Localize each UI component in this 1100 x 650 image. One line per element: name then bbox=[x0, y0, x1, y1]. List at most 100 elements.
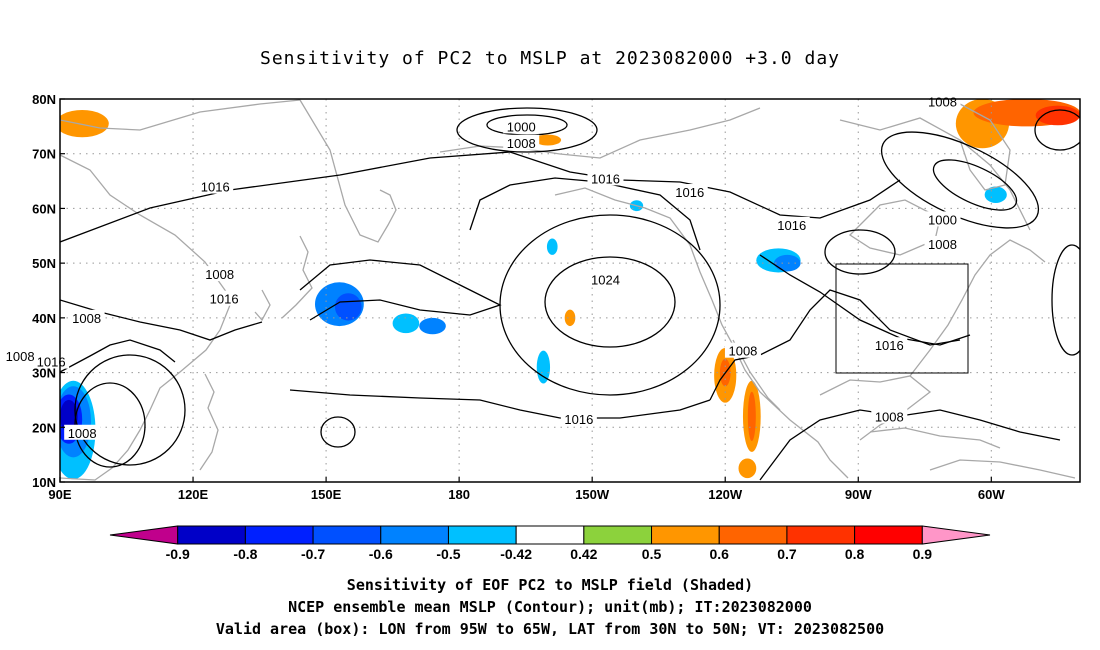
contour-label-bg bbox=[924, 93, 961, 109]
contour-label: 1008 bbox=[72, 311, 101, 326]
coast-alaska-south bbox=[554, 187, 713, 301]
contour-1008-pacific-west bbox=[320, 416, 356, 448]
lat-tick-label: 80N bbox=[32, 92, 56, 107]
contour-label-bg bbox=[64, 424, 101, 440]
contour-label: 1024 bbox=[591, 273, 620, 288]
contour-1008-us bbox=[709, 289, 961, 401]
contour-1000-greenland-low bbox=[932, 159, 1018, 211]
colorbar-label: -0.42 bbox=[500, 546, 532, 562]
lon-tick-label: 150E bbox=[311, 487, 342, 502]
colorbar-label: -0.5 bbox=[436, 546, 460, 562]
lon-tick-label: 60W bbox=[978, 487, 1005, 502]
coast-caribbean bbox=[869, 427, 1001, 449]
contour-label-bg bbox=[201, 266, 238, 282]
coastlines bbox=[60, 99, 1076, 481]
contour-label-bg bbox=[560, 411, 597, 427]
contour-1016-subtropical bbox=[289, 389, 711, 419]
colorbar-label: -0.8 bbox=[233, 546, 257, 562]
colorbar-arrow-high bbox=[921, 525, 991, 545]
contour-1008-arctic-low bbox=[456, 107, 598, 153]
colorbar-swatch bbox=[515, 525, 585, 545]
contour-1024-pacific-high bbox=[544, 256, 676, 348]
contour-label: 1016 bbox=[564, 412, 593, 427]
contour-label-bg bbox=[871, 337, 908, 353]
contour-1016-atlantic-east bbox=[1051, 244, 1080, 356]
contour-label-bg bbox=[206, 290, 243, 306]
shading-blob bbox=[334, 293, 362, 321]
map-frame bbox=[59, 98, 1081, 483]
contour-1016-asia-low bbox=[74, 354, 186, 466]
colorbar-label: 0.6 bbox=[709, 546, 729, 562]
lon-tick-label: 120E bbox=[178, 487, 209, 502]
contour-label: 1016 bbox=[675, 185, 704, 200]
contour-label-bg bbox=[503, 118, 540, 134]
contour-1008-hudson-low bbox=[824, 229, 896, 275]
lat-tick-label: 10N bbox=[32, 475, 56, 490]
colorbar-label: 0.5 bbox=[642, 546, 662, 562]
contour-label: 1016 bbox=[201, 180, 230, 195]
lon-tick-label: 180 bbox=[448, 487, 470, 502]
colorbar-swatch bbox=[786, 525, 856, 545]
shading-blob bbox=[1035, 105, 1080, 126]
coast-us-west bbox=[711, 299, 849, 479]
coast-greenland bbox=[959, 103, 1011, 191]
contour-label: 1008 bbox=[928, 237, 957, 252]
valid-area-box bbox=[835, 263, 969, 374]
contour-label: 1008 bbox=[205, 267, 234, 282]
colorbar-swatch bbox=[312, 525, 382, 545]
contour-labels: 1000 1008 1008 1016 1016 1016 1016 1000 1008 1008… bbox=[2, 93, 961, 441]
colorbar-swatch bbox=[244, 525, 314, 545]
shading-blob bbox=[60, 109, 109, 138]
caption-block: Sensitivity of EOF PC2 to MSLP field (Sh… bbox=[0, 574, 1100, 640]
shading-blob bbox=[774, 254, 801, 272]
contour-label: 1008 bbox=[507, 136, 536, 151]
coast-sakhalin-japan bbox=[281, 235, 313, 319]
contour-label-bg bbox=[924, 211, 961, 227]
map-plot: 1000 1008 1008 1016 1016 1016 1016 1000 1008 1008… bbox=[2, 92, 1081, 562]
coast-arctic-siberia bbox=[60, 99, 301, 131]
colorbar-swatch bbox=[651, 525, 720, 545]
lon-tick-label: 120W bbox=[708, 487, 743, 502]
shading-blob bbox=[536, 350, 551, 384]
coast-korea bbox=[254, 289, 271, 322]
shading-blob bbox=[984, 186, 1007, 203]
colorbar-label: -0.6 bbox=[369, 546, 393, 562]
colorbar-label: 0.8 bbox=[845, 546, 865, 562]
contour-label: 1016 bbox=[591, 171, 620, 186]
contour-label-bg bbox=[924, 235, 961, 251]
caption-line-3: Valid area (box): LON from 95W to 65W, L… bbox=[215, 620, 885, 638]
contour-label: 1016 bbox=[777, 218, 806, 233]
contour-label-bg bbox=[197, 178, 234, 194]
colorbar-swatch bbox=[177, 525, 246, 545]
colorbar-swatch bbox=[583, 525, 653, 545]
contour-label-bg bbox=[671, 184, 708, 200]
shading-blob bbox=[546, 238, 558, 255]
contour-label-bg bbox=[68, 309, 105, 325]
colorbar-arrow-low bbox=[109, 525, 179, 545]
coast-south-america bbox=[929, 459, 1076, 479]
contour-1016-east bbox=[759, 254, 971, 346]
chart-title: Sensitivity of PC2 to MSLP at 2023082000… bbox=[259, 48, 840, 69]
shading-blob bbox=[747, 391, 756, 441]
contour-label: 1008 bbox=[728, 344, 757, 359]
colorbar-label: -0.9 bbox=[166, 546, 190, 562]
contour-label-bg bbox=[587, 271, 624, 287]
colorbar-label: 0.7 bbox=[777, 546, 797, 562]
shading-blob bbox=[564, 309, 576, 327]
colorbar-swatch bbox=[718, 525, 788, 545]
lat-tick-label: 20N bbox=[32, 420, 56, 435]
contour-1016-central bbox=[469, 177, 701, 251]
contour-label: 1000 bbox=[928, 212, 957, 227]
contour-label: 1000 bbox=[507, 119, 536, 134]
lat-tick-label: 70N bbox=[32, 147, 56, 162]
contour-label: 1008 bbox=[6, 349, 35, 364]
colorbar-swatch bbox=[854, 525, 923, 545]
contour-label: 1016 bbox=[875, 338, 904, 353]
coast-hudson-bay bbox=[848, 199, 941, 256]
contour-label-bg bbox=[503, 134, 540, 150]
coast-us-east bbox=[909, 239, 1046, 377]
shading-blob bbox=[392, 313, 420, 334]
lat-tick-label: 60N bbox=[32, 201, 56, 216]
caption-line-1: Sensitivity of EOF PC2 to MSLP field (Sh… bbox=[346, 576, 754, 594]
contour-label: 1008 bbox=[928, 95, 957, 110]
